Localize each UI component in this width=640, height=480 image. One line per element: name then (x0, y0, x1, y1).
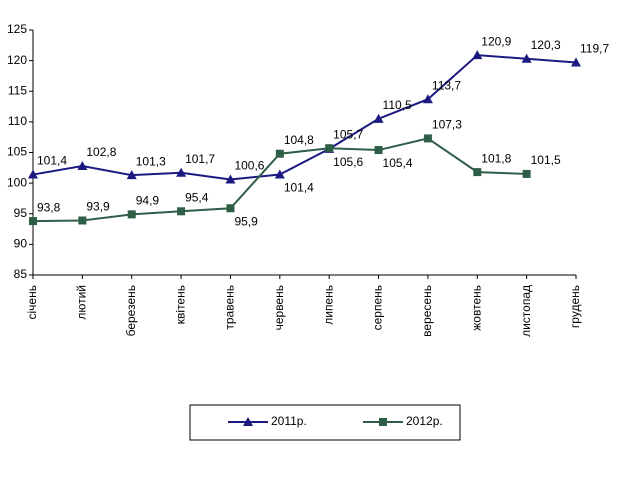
point (473, 168, 482, 177)
x-tick-label: грудень (568, 285, 582, 328)
series-line (32, 54, 577, 181)
y-tick-label: 95 (14, 206, 28, 220)
y-tick-label: 85 (14, 267, 28, 281)
y-tick-label: 105 (7, 145, 27, 159)
data-label: 105,4 (383, 156, 413, 170)
x-tick-label: вересень (420, 285, 434, 337)
point (126, 170, 137, 180)
y-tick-label: 115 (8, 83, 27, 97)
point (521, 53, 532, 63)
data-label: 101,4 (37, 154, 67, 168)
point (77, 160, 88, 170)
data-label: 120,3 (531, 38, 561, 52)
data-label: 104,8 (284, 133, 314, 147)
point (374, 146, 383, 155)
data-label: 105,6 (333, 155, 363, 169)
x-tick-label: серпень (371, 285, 385, 330)
data-label: 101,5 (531, 153, 561, 167)
x-tick-label: січень (25, 285, 39, 319)
data-label: 101,7 (185, 152, 215, 166)
x-tick-label: березень (124, 285, 138, 336)
point (373, 113, 384, 123)
legend-label: 2011р. (271, 414, 307, 428)
point (472, 50, 483, 60)
y-tick-label: 110 (8, 114, 27, 128)
y-tick-label: 100 (7, 175, 27, 189)
x-tick-label: лютий (75, 285, 89, 320)
data-label: 107,3 (432, 118, 462, 132)
data-label: 100,6 (234, 159, 264, 173)
point (571, 57, 581, 67)
legend-label: 2012р. (406, 414, 443, 428)
point (28, 169, 38, 179)
point (274, 169, 285, 179)
data-label: 105,7 (333, 127, 363, 141)
x-tick-label: жовтень (469, 285, 483, 331)
data-label: 93,8 (37, 200, 61, 214)
x-tick-label: липень (321, 285, 335, 325)
x-tick-label: листопад (519, 285, 533, 337)
data-label: 102,8 (86, 145, 116, 159)
point (325, 144, 334, 153)
data-label: 101,3 (136, 154, 166, 168)
point (225, 174, 236, 184)
y-tick-label: 120 (7, 53, 27, 67)
point (127, 210, 136, 219)
data-label: 110,5 (383, 98, 412, 112)
data-label: 95,9 (234, 214, 258, 228)
data-label: 93,9 (86, 200, 110, 214)
x-tick-label: квітень (173, 285, 187, 324)
point (243, 417, 253, 426)
data-label: 94,9 (136, 194, 160, 208)
data-label: 101,8 (481, 151, 511, 165)
point (275, 149, 284, 158)
point (422, 94, 433, 104)
y-tick-label: 90 (14, 237, 28, 251)
point (423, 134, 432, 143)
x-tick-label: червень (272, 285, 286, 330)
point (522, 169, 531, 178)
data-label: 119,7 (580, 42, 609, 56)
point (226, 204, 235, 213)
point (379, 418, 387, 426)
data-label: 95,4 (185, 190, 209, 204)
point (176, 167, 187, 177)
data-label: 120,9 (481, 34, 511, 48)
y-tick-label: 125 (7, 22, 27, 36)
data-label: 101,4 (284, 181, 314, 195)
data-label: 113,7 (432, 78, 461, 92)
point (177, 207, 186, 216)
x-tick-label: травень (223, 285, 237, 330)
point (78, 216, 87, 225)
point (29, 217, 37, 226)
